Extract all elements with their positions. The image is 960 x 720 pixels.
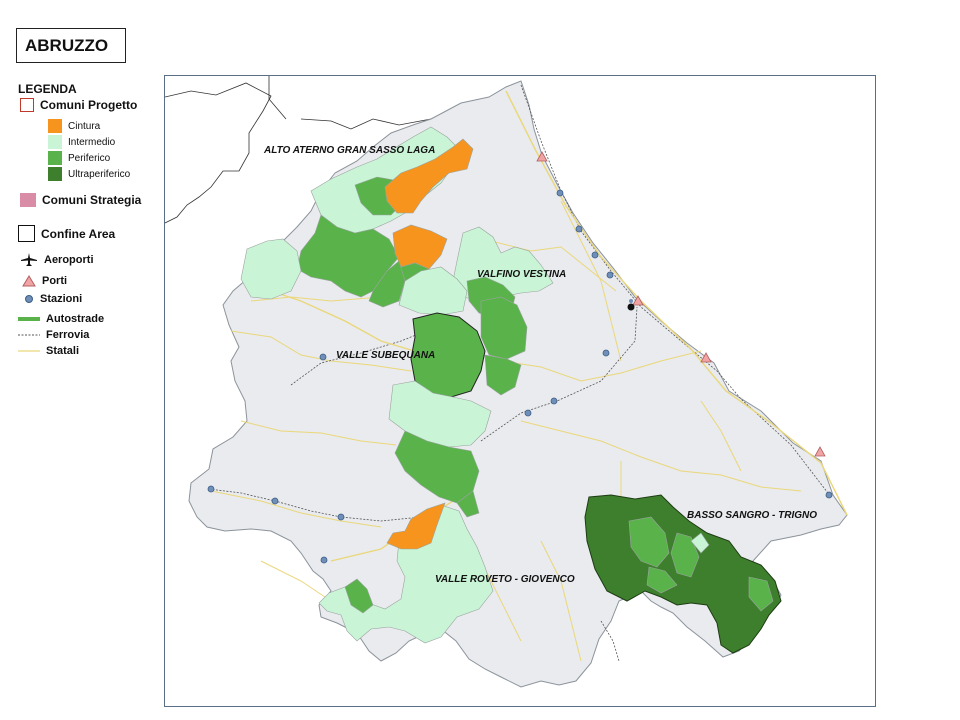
label-alto-aterno: ALTO ATERNO GRAN SASSO LAGA <box>264 145 436 156</box>
legend-class-cintura: Cintura <box>48 119 100 133</box>
statali-line-icon <box>18 346 40 356</box>
legend-ferrovia: Ferrovia <box>18 329 89 341</box>
area-valle-subequana[interactable] <box>388 296 528 518</box>
legend-aeroporti: Aeroporti <box>20 253 94 267</box>
ports <box>536 151 826 457</box>
legend-class-ultraperiferico: Ultraperiferico <box>48 167 130 181</box>
label-valle-subequana: VALLE SUBEQUANA <box>336 350 436 361</box>
cintura-swatch <box>48 119 62 133</box>
label-valle-roveto: VALLE ROVETO - GIOVENCO <box>435 574 575 585</box>
legend-confine-area: Confine Area <box>18 225 115 242</box>
stations <box>207 189 833 564</box>
airplane-icon <box>20 253 38 267</box>
label-basso-sangro: BASSO SANGRO - TRIGNO <box>687 510 818 521</box>
periferico-swatch <box>48 151 62 165</box>
port-triangle-icon <box>22 275 36 287</box>
map-frame[interactable]: ALTO ATERNO GRAN SASSO LAGA VALFINO VEST… <box>164 75 876 707</box>
legend-comuni-strategia: Comuni Strategia <box>20 193 141 207</box>
comuni-strategia-swatch <box>20 193 36 207</box>
legend-statali: Statali <box>18 345 79 357</box>
area-basso-sangro[interactable] <box>584 494 782 654</box>
legend-comuni-progetto: Comuni Progetto <box>20 98 137 112</box>
legend-autostrade: Autostrade <box>18 313 104 325</box>
legend-heading: LEGENDA <box>18 82 77 96</box>
label-valfino-vestina: VALFINO VESTINA <box>477 269 567 280</box>
map-canvas <box>165 76 848 688</box>
area-valfino-vestina[interactable] <box>398 226 554 320</box>
map-title: ABRUZZO <box>16 28 126 63</box>
confine-area-swatch <box>18 225 35 242</box>
legend-porti: Porti <box>22 275 67 287</box>
intermedio-swatch <box>48 135 62 149</box>
neighbour-boundaries <box>165 76 432 224</box>
autostrade-line-icon <box>18 314 40 324</box>
legend-class-periferico: Periferico <box>48 151 110 165</box>
station-dot-icon <box>24 294 34 304</box>
comuni-progetto-swatch <box>20 98 34 112</box>
area-valle-roveto[interactable] <box>318 502 494 644</box>
airport-icon <box>627 299 635 311</box>
area-alto-aterno[interactable] <box>240 126 474 308</box>
legend-stazioni: Stazioni <box>24 293 82 305</box>
ferrovia-line-icon <box>18 330 40 340</box>
legend-class-intermedio: Intermedio <box>48 135 115 149</box>
ultraperiferico-swatch <box>48 167 62 181</box>
